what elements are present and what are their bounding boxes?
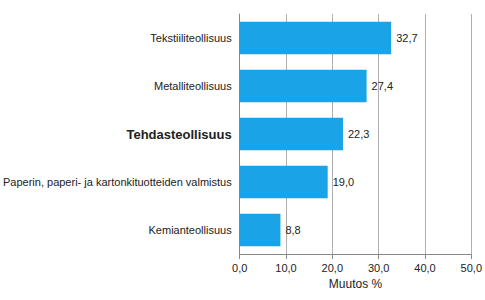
svg-text:Tekstiiliteollisuus: Tekstiiliteollisuus <box>150 32 232 44</box>
svg-text:19,0: 19,0 <box>333 176 354 188</box>
svg-text:Metalliteollisuus: Metalliteollisuus <box>154 80 232 92</box>
svg-text:32,7: 32,7 <box>396 32 417 44</box>
svg-text:50,0: 50,0 <box>461 262 482 274</box>
svg-text:27,4: 27,4 <box>372 80 393 92</box>
svg-text:Kemianteollisuus: Kemianteollisuus <box>149 224 233 236</box>
svg-text:8,8: 8,8 <box>285 224 300 236</box>
svg-text:22,3: 22,3 <box>348 128 369 140</box>
svg-text:20,0: 20,0 <box>322 262 343 274</box>
svg-text:0,0: 0,0 <box>232 262 247 274</box>
svg-text:Paperin, paperi- ja kartonkitu: Paperin, paperi- ja kartonkituotteiden v… <box>3 176 232 188</box>
svg-text:30,0: 30,0 <box>368 262 389 274</box>
svg-text:Muutos %: Muutos % <box>329 277 383 291</box>
svg-text:40,0: 40,0 <box>414 262 435 274</box>
svg-text:Tehdasteollisuus: Tehdasteollisuus <box>126 127 231 142</box>
svg-text:10,0: 10,0 <box>275 262 296 274</box>
